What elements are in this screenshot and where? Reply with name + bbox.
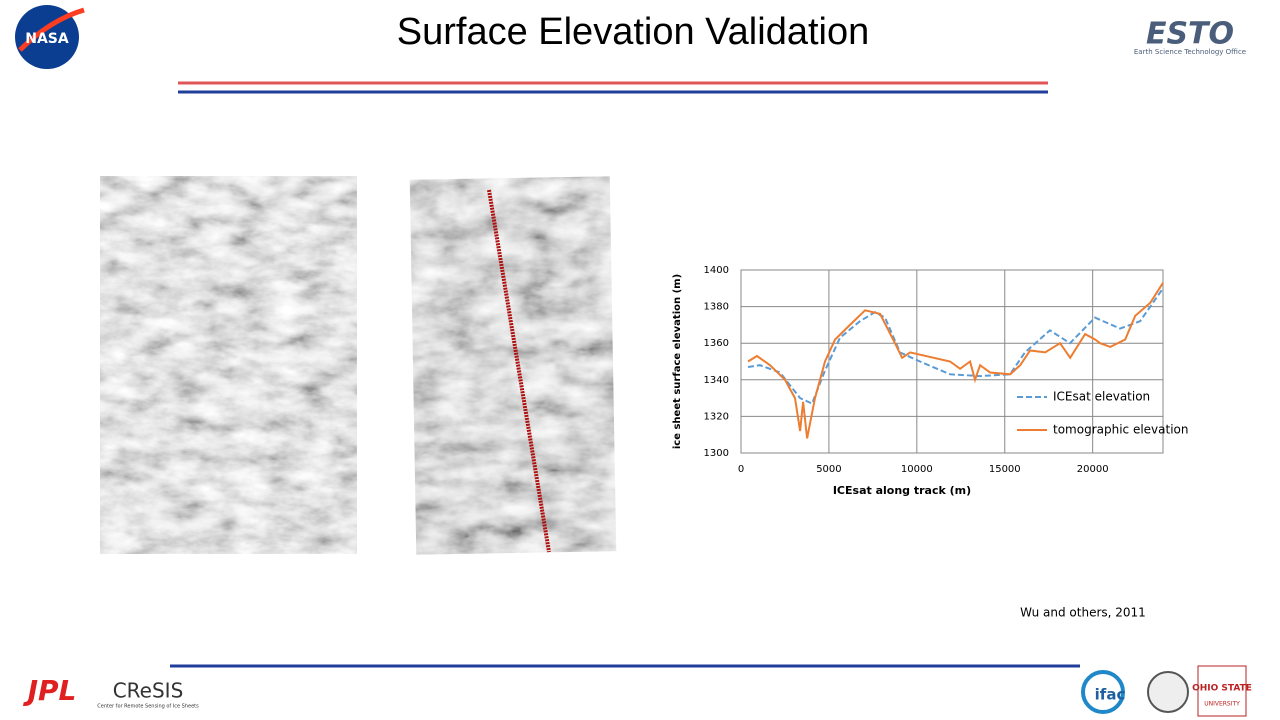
ifac-ring (1081, 670, 1125, 714)
osu-box (1197, 665, 1247, 717)
seal-logo (1147, 671, 1189, 713)
legend-label: tomographic elevation (1053, 423, 1189, 437)
x-tick-label: 5000 (816, 464, 841, 475)
plot-frame (740, 269, 1164, 454)
legend-label: ICEsat elevation (1053, 390, 1150, 404)
nasa-swoosh (18, 7, 85, 52)
x-tick-label: 10000 (901, 464, 933, 475)
jpl-logo: JPL (23, 674, 77, 707)
osu-logo: OHIO STATE (1192, 684, 1252, 694)
osu-subtitle: UNIVERSITY (1204, 701, 1240, 708)
sar-image-left (100, 176, 357, 554)
esto-logo: ESTO (1146, 17, 1234, 52)
series-line (747, 287, 1164, 405)
y-tick-label: 1380 (704, 302, 729, 313)
y-tick-label: 1340 (704, 375, 729, 386)
series-line (747, 282, 1164, 439)
x-tick-label: 20000 (1077, 464, 1109, 475)
esto-subtitle: Earth Science Technology Office (1134, 48, 1246, 56)
icesat-track (487, 189, 551, 553)
sar-image-right-group (409, 176, 617, 555)
sar-image-right (409, 176, 617, 555)
x-axis-label: ICEsat along track (m) (833, 484, 971, 497)
slide-title: Surface Elevation Validation (397, 11, 869, 53)
cresis-subtitle: Center for Remote Sensing of Ice Sheets (97, 704, 199, 710)
y-axis-label: ice sheet surface elevation (m) (672, 274, 683, 449)
x-tick-label: 0 (738, 464, 744, 475)
nasa-logo: NASA (25, 31, 69, 47)
y-tick-label: 1320 (704, 411, 729, 422)
citation: Wu and others, 2011 (1020, 606, 1146, 620)
x-tick-label: 15000 (989, 464, 1021, 475)
ifac-logo: ifac (1095, 686, 1126, 704)
cresis-logo: CReSIS (113, 679, 184, 703)
y-tick-label: 1400 (704, 265, 729, 276)
y-tick-label: 1360 (704, 338, 729, 349)
y-tick-label: 1300 (704, 448, 729, 459)
